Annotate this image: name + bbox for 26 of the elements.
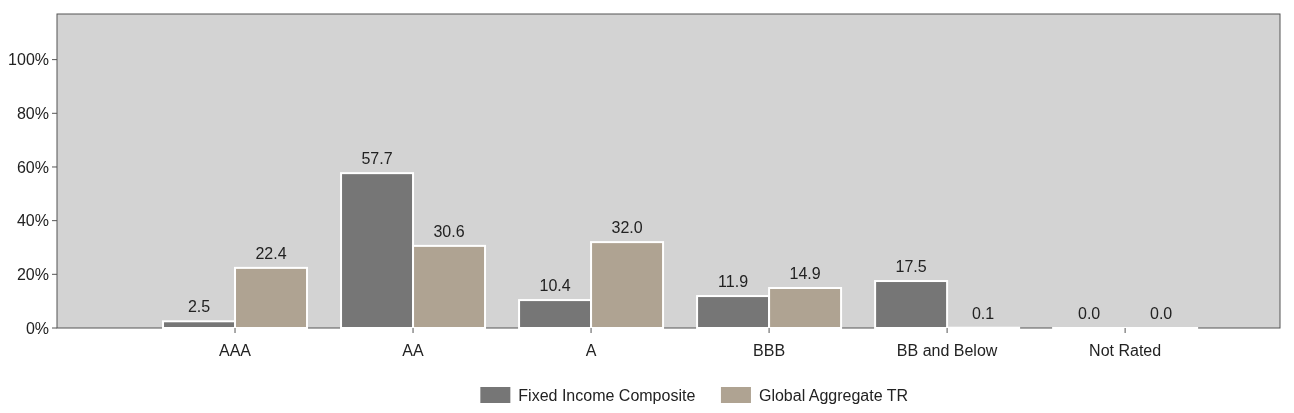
x-tick-label: BBB: [753, 342, 786, 359]
x-tick-label: BB and Below: [896, 342, 998, 359]
x-tick-label: A: [585, 342, 597, 359]
data-label: 32.0: [611, 219, 643, 237]
data-label: 10.4: [539, 277, 571, 295]
data-label: 57.7: [361, 150, 393, 168]
y-tick-label: 0%: [25, 319, 49, 337]
data-label: 0.0: [1078, 305, 1101, 322]
y-tick-label: 100%: [8, 51, 49, 69]
legend-label: Fixed Income Composite: [518, 387, 696, 404]
data-label: 11.9: [718, 273, 749, 291]
data-label: 14.9: [789, 265, 821, 283]
legend-label: Global Aggregate TR: [758, 387, 909, 404]
x-tick-label: AA: [402, 342, 425, 359]
data-label: 0.1: [971, 304, 995, 322]
x-tick-label: Not Rated: [1089, 342, 1162, 359]
y-tick-label: 20%: [16, 265, 49, 283]
data-label: 17.5: [895, 258, 927, 276]
data-label: 2.5: [187, 298, 211, 316]
x-tick-label: AAA: [219, 342, 252, 359]
y-tick-label: 60%: [16, 158, 49, 176]
data-label: 30.6: [433, 222, 465, 240]
y-tick-label: 80%: [16, 104, 49, 122]
data-label: 22.4: [255, 244, 287, 262]
data-label: 0.0: [1150, 305, 1173, 322]
y-tick-label: 40%: [16, 212, 49, 230]
